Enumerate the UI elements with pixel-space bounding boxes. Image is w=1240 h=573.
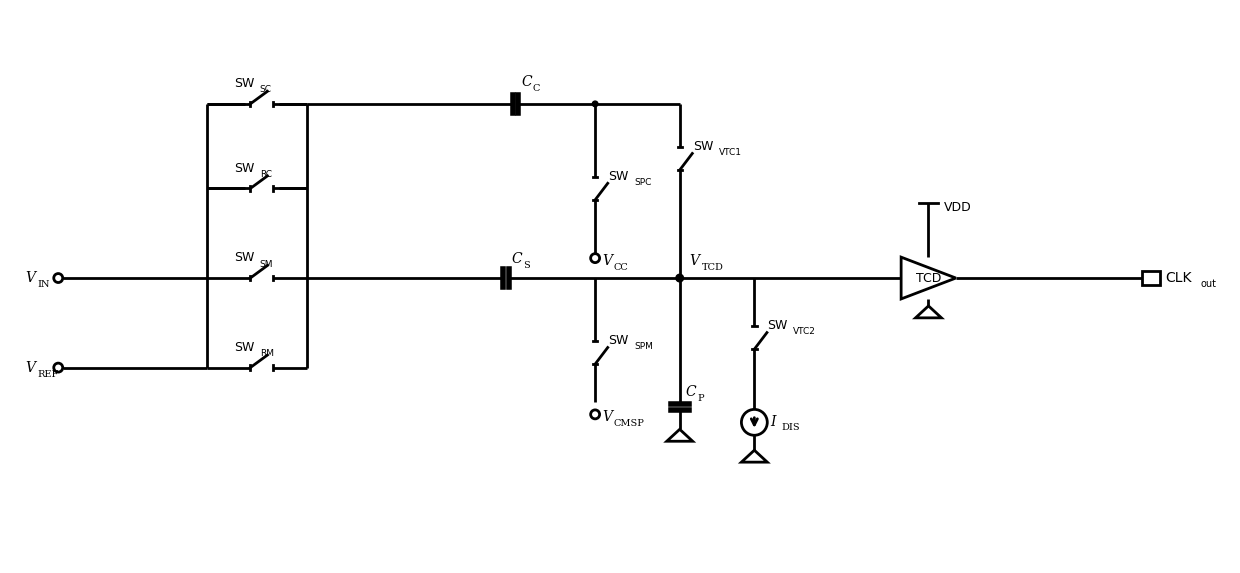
Text: I: I	[770, 415, 775, 429]
Text: SW: SW	[234, 341, 254, 354]
Text: REF: REF	[38, 370, 60, 379]
Text: SC: SC	[259, 85, 272, 95]
Text: SW: SW	[608, 170, 629, 183]
Text: SW: SW	[234, 77, 254, 90]
Text: SW: SW	[693, 140, 713, 152]
Circle shape	[590, 410, 600, 419]
Text: C: C	[521, 75, 532, 89]
Circle shape	[676, 274, 683, 282]
Text: IN: IN	[38, 280, 51, 289]
Text: C: C	[533, 84, 541, 93]
Text: SW: SW	[234, 162, 254, 175]
Text: CLK: CLK	[1166, 271, 1192, 285]
Text: CMSP: CMSP	[614, 419, 645, 428]
Text: C: C	[686, 386, 696, 399]
Text: VTC2: VTC2	[794, 327, 816, 336]
Circle shape	[590, 254, 600, 262]
Text: C: C	[511, 252, 522, 266]
Text: V: V	[25, 271, 35, 285]
Circle shape	[53, 273, 63, 282]
Text: V: V	[603, 254, 613, 268]
Text: SW: SW	[234, 251, 254, 264]
Text: V: V	[25, 360, 35, 375]
Text: TCD: TCD	[702, 263, 724, 272]
Text: out: out	[1200, 278, 1216, 289]
Text: CC: CC	[614, 262, 629, 272]
Text: SPM: SPM	[634, 342, 652, 351]
Text: SW: SW	[608, 333, 629, 347]
Text: TCD: TCD	[916, 272, 941, 285]
Text: DIS: DIS	[781, 423, 800, 432]
Circle shape	[53, 363, 63, 372]
Text: VDD: VDD	[944, 201, 971, 214]
Text: SW: SW	[768, 319, 787, 332]
Text: SM: SM	[259, 260, 273, 269]
Text: V: V	[689, 254, 699, 268]
Circle shape	[742, 409, 768, 435]
Text: RC: RC	[259, 170, 272, 179]
Text: RM: RM	[259, 349, 274, 358]
Text: S: S	[523, 261, 529, 270]
Text: V: V	[603, 410, 613, 425]
Text: P: P	[697, 394, 704, 403]
Text: SPC: SPC	[634, 178, 651, 187]
Text: VTC1: VTC1	[718, 148, 742, 157]
Circle shape	[593, 101, 598, 107]
